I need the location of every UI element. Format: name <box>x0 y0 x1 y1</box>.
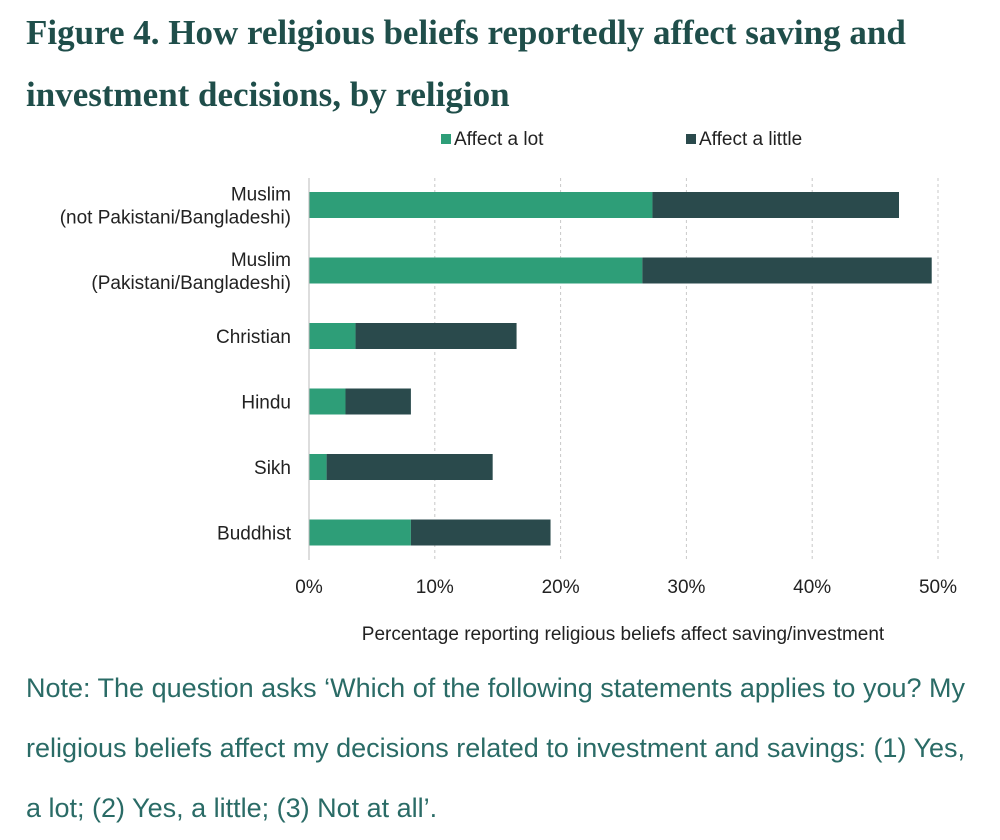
legend-label-1: Affect a little <box>699 129 802 150</box>
x-axis-label: Percentage reporting religious beliefs a… <box>362 624 885 645</box>
legend-label-0: Affect a lot <box>454 129 544 150</box>
bar-3-1 <box>345 388 411 415</box>
bar-4-0 <box>309 454 327 480</box>
bar-3-0 <box>309 388 346 415</box>
x-tick-label-3: 30% <box>667 577 705 598</box>
category-label-1: Muslim (Pakistani/Bangladeshi) <box>91 250 291 294</box>
x-tick-label-4: 40% <box>793 577 831 598</box>
figure-note: Note: The question asks ‘Which of the fo… <box>26 673 966 823</box>
figure-title: Figure 4. How religious beliefs reported… <box>26 13 906 114</box>
chart-bars <box>309 192 932 546</box>
bar-2-0 <box>309 323 356 349</box>
bar-0-0 <box>309 192 653 218</box>
category-labels: Muslim (not Pakistani/Bangladeshi) Muslim(… <box>60 185 292 545</box>
chart-gridlines <box>434 178 939 560</box>
x-tick-label-0: 0% <box>295 577 323 598</box>
x-tick-label-1: 10% <box>416 577 454 598</box>
bar-0-1 <box>652 192 900 218</box>
x-axis-ticks: 0% 10% 20% 30% 40% 50% <box>295 577 957 598</box>
bar-2-1 <box>355 323 517 349</box>
x-tick-label-2: 20% <box>542 577 580 598</box>
category-label-2: Christian <box>216 327 291 348</box>
legend-swatch-1 <box>686 134 696 144</box>
category-label-3: Hindu <box>241 393 291 414</box>
category-label-0: Muslim (not Pakistani/Bangladeshi) <box>60 185 291 229</box>
bar-4-1 <box>326 454 493 480</box>
category-label-4: Sikh <box>254 458 291 479</box>
legend-swatch-0 <box>441 134 451 144</box>
bar-1-0 <box>309 257 643 284</box>
bar-5-0 <box>309 519 411 546</box>
chart-legend: Affect a lot Affect a little <box>441 129 802 150</box>
bar-5-1 <box>410 519 551 546</box>
stacked-bar-chart: Affect a lot Affect a little Muslim (not P… <box>60 129 957 645</box>
x-tick-label-5: 50% <box>919 577 957 598</box>
bar-1-1 <box>642 257 932 284</box>
category-label-5: Buddhist <box>217 524 292 545</box>
